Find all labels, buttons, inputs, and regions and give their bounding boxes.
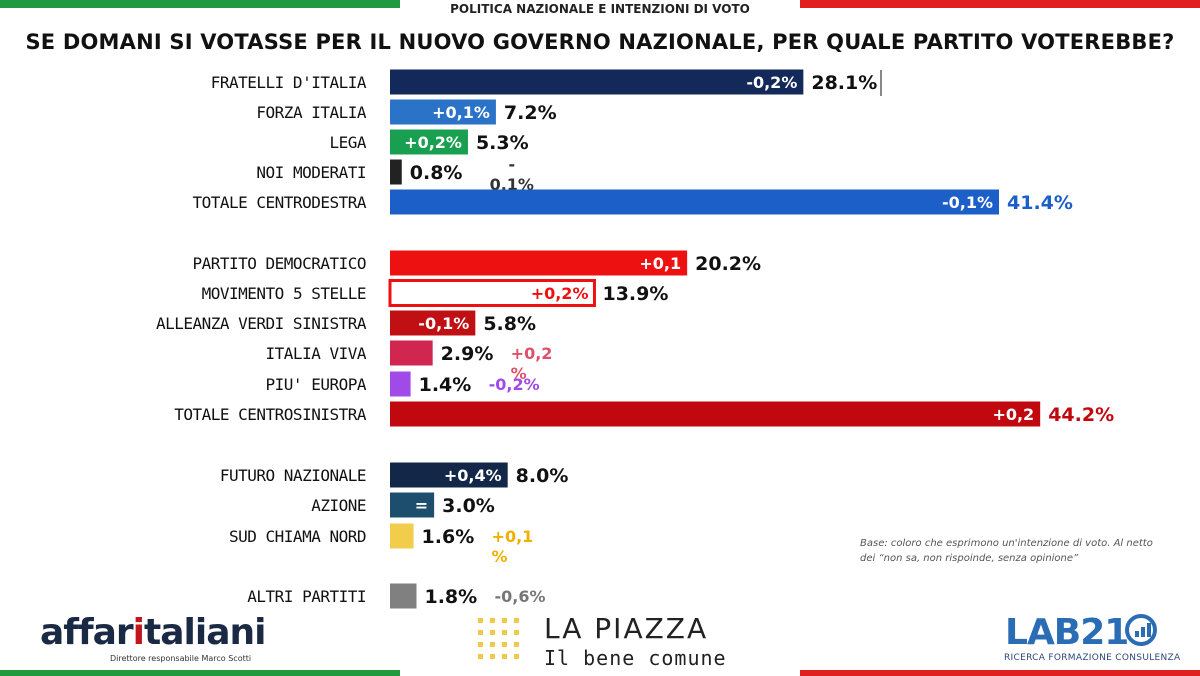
bar-row: ALLEANZA VERDI SINISTRA 5.8% -0,1% — [156, 310, 536, 336]
category-label: PIU' EUROPA — [266, 375, 367, 394]
change-label: -0,1% — [942, 193, 993, 212]
category-label: NOI MODERATI — [256, 163, 366, 182]
bar-row: FORZA ITALIA 7.2% +0,1% — [256, 99, 557, 125]
value-label: 0.8% — [410, 162, 463, 184]
bar — [390, 310, 476, 336]
change-label: +0,1% — [492, 527, 534, 566]
bar-row: FUTURO NAZIONALE 8.0% +0,4% — [220, 462, 569, 488]
bar-row: PARTITO DEMOCRATICO 20.2% +0,1 — [192, 250, 761, 276]
category-label: AZIONE — [311, 496, 366, 515]
category-label: FRATELLI D'ITALIA — [211, 73, 367, 92]
change-label: -0,1% — [490, 155, 534, 194]
bar-row: FRATELLI D'ITALIA 28.1% -0,2% — [211, 69, 877, 95]
bar — [390, 523, 414, 549]
bar — [390, 401, 1041, 427]
value-label: 7.2% — [504, 102, 557, 124]
bar-row: NOI MODERATI 0.8% -0,1% — [256, 155, 534, 194]
value-label: 20.2% — [695, 253, 761, 275]
change-label: +0,2% — [511, 344, 553, 383]
bar — [390, 492, 435, 518]
category-label: FORZA ITALIA — [256, 103, 366, 122]
value-label: 1.8% — [424, 586, 477, 608]
bar-row: TOTALE CENTROSINISTRA 44.2% +0,2 — [174, 401, 1114, 427]
change-label: +0,4% — [444, 466, 502, 485]
change-label: +0,1% — [432, 103, 490, 122]
value-label: 44.2% — [1048, 404, 1114, 426]
bar — [390, 129, 468, 155]
category-label: ALLEANZA VERDI SINISTRA — [156, 314, 367, 333]
lapiazza-subtitle: Il bene comune — [544, 646, 727, 670]
change-label: +0,2% — [531, 284, 589, 303]
lab21-subtitle: RICERCA FORMAZIONE CONSULENZA — [1004, 653, 1181, 663]
category-label: MOVIMENTO 5 STELLE — [202, 284, 366, 303]
bar — [390, 250, 688, 276]
category-label: TOTALE CENTRODESTRA — [192, 193, 366, 212]
bar-row: ITALIA VIVA 2.9% +0,2% — [266, 340, 553, 383]
page-header: POLITICA NAZIONALE E INTENZIONI DI VOTO — [450, 2, 750, 16]
category-label: ITALIA VIVA — [266, 344, 367, 363]
change-label: -0,6% — [494, 587, 545, 606]
bar-row: SUD CHIAMA NORD 1.6% +0,1% — [229, 523, 534, 566]
value-label: 5.8% — [483, 313, 536, 335]
affaritaliani-logo: affaritaliani — [40, 612, 266, 653]
bar — [390, 340, 433, 366]
logo-aff-pre: affar — [40, 612, 134, 653]
category-label: TOTALE CENTROSINISTRA — [174, 405, 367, 424]
value-label: 1.4% — [419, 374, 472, 396]
change-label: +0,1 — [639, 254, 681, 273]
change-label: +0,2 — [992, 405, 1034, 424]
value-label: 28.1% — [811, 72, 877, 94]
lab21-chart-icon — [1125, 614, 1157, 646]
base-note: Base: coloro che esprimono un'intenzione… — [860, 538, 1153, 564]
bar — [390, 189, 999, 215]
affaritaliani-subtitle: Direttore responsabile Marco Scotti — [110, 654, 252, 663]
bar — [390, 462, 508, 488]
bar-row: TOTALE CENTRODESTRA 41.4% -0,1% — [192, 189, 1073, 215]
value-label: 3.0% — [442, 495, 495, 517]
logo-aff-accent: i — [132, 612, 145, 653]
value-label: 41.4% — [1007, 192, 1073, 214]
category-label: ALTRI PARTITI — [247, 587, 366, 606]
value-label: 8.0% — [516, 465, 569, 487]
flag-stripe-bottom — [0, 670, 1200, 676]
value-label: 2.9% — [441, 343, 494, 365]
bar — [388, 279, 596, 307]
value-label: 1.6% — [422, 526, 475, 548]
bar-row: MOVIMENTO 5 STELLE 13.9% +0,2% — [202, 279, 668, 307]
bar-row: PIU' EUROPA 1.4% -0,2% — [266, 371, 540, 397]
value-label: 5.3% — [476, 132, 529, 154]
bar-row: ALTRI PARTITI 1.8% -0,6% — [247, 583, 545, 609]
bar-row: LEGA 5.3% +0,2% — [329, 129, 529, 155]
category-label: PARTITO DEMOCRATICO — [192, 254, 366, 273]
bar — [390, 159, 402, 185]
change-label: -0,2% — [746, 73, 797, 92]
flag-stripe-top — [0, 0, 1200, 8]
bar-row: AZIONE 3.0% = — [311, 492, 495, 518]
lab21-logo: LAB21 — [1005, 612, 1129, 653]
bar — [390, 99, 496, 125]
lapiazza-title: LA PIAZZA — [544, 612, 709, 645]
change-label: -0,2% — [489, 375, 540, 394]
bar — [390, 69, 804, 95]
value-label: 13.9% — [602, 283, 668, 305]
change-label: -0,1% — [418, 314, 469, 333]
logo-aff-post: taliani — [144, 612, 266, 653]
category-label: SUD CHIAMA NORD — [229, 527, 366, 546]
change-label: = — [415, 496, 428, 515]
category-label: LEGA — [329, 133, 366, 152]
change-label: +0,2% — [404, 133, 462, 152]
bar — [390, 371, 411, 397]
category-label: FUTURO NAZIONALE — [220, 466, 366, 485]
bar — [390, 583, 417, 609]
chart-title: SE DOMANI SI VOTASSE PER IL NUOVO GOVERN… — [25, 30, 1175, 54]
lapiazza-dots-icon — [478, 618, 530, 666]
